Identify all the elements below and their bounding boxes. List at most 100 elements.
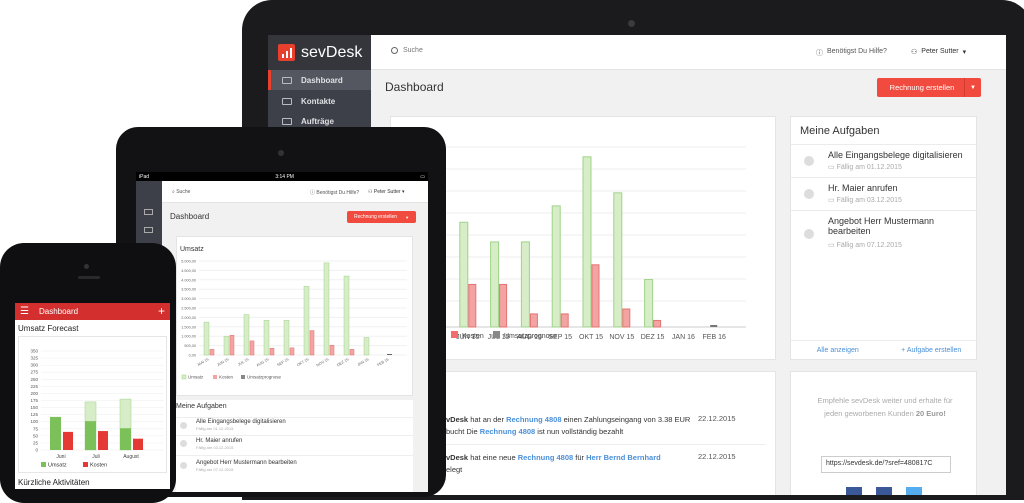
legend-label-costs: Kosten [90,463,107,469]
logo-icon [278,44,295,61]
app-logo[interactable]: sevDesk [268,35,371,70]
cost-bar [529,313,538,328]
y-tick-label: 1.000,00 [181,335,196,339]
revenue-bar [582,156,592,328]
task-checkbox[interactable] [180,440,187,447]
tablet-screen: iPad 3:14 PM ▭ ⌕ Suche ⓘ Benötigst Du Hi… [136,172,428,492]
task-due: Fällig am 01.12.2015 [196,426,234,431]
invoice-link[interactable]: Rechnung 4808 [506,415,562,424]
chevron-down-icon: ▼ [405,214,410,220]
tasks-title: Meine Aufgaben [176,403,227,410]
forecast-bar [387,354,392,355]
cost-bar [209,349,215,356]
tasks-title: Meine Aufgaben [800,125,880,137]
x-tick-label: FEB 16 [377,357,390,367]
plus-icon[interactable]: + [157,304,165,318]
user-name: Peter Sutter [921,48,959,55]
sidebar-item-dashboard[interactable]: Dashboard [268,70,371,90]
user-menu[interactable]: ⚇ Peter Sutter ▾ [368,189,405,195]
help-link[interactable]: ⓘ Benötigst Du Hilfe? [310,190,360,196]
tasks-card: Meine Aufgaben Alle Eingangsbelege digit… [176,400,413,492]
legend-swatch-costs [213,375,217,379]
y-tick-label: 75 [33,426,39,431]
x-tick-label: JAN 16 [357,357,370,367]
cost-bar [349,349,355,356]
show-all-link[interactable]: Alle anzeigen [816,347,859,354]
status-bar: iPad 3:14 PM ▭ [136,172,428,181]
page-title: Dashboard [170,212,210,221]
legend-swatch-forecast [241,375,245,379]
sidebar-item-kontakte[interactable]: Kontakte [268,91,371,111]
contact-link[interactable]: Herr Bernd Bernhard [586,453,661,462]
top-bar: ⌕ Suche ⓘ Benötigst Du Hilfe? ⚇ Peter Su… [162,181,428,203]
legend-label-forecast: Umsatzprognose [247,375,282,380]
forecast-bar [710,325,718,327]
cost-bar [269,347,275,356]
y-tick-label: 500,00 [184,344,196,348]
legend-label-revenue: Umsatz [48,463,67,469]
y-tick-label: 300 [30,363,38,368]
task-checkbox[interactable] [804,229,814,239]
menu-icon[interactable]: ☰ [20,306,29,317]
y-tick-label: 0 [35,448,38,453]
revenue-bar [85,421,96,450]
search-box[interactable]: Suche [391,47,423,54]
revenue-chart: 5.000,00 4.500,00 4.000,00 3.500,00 3.000,00… [181,260,407,380]
task-checkbox[interactable] [804,189,814,199]
chevron-down-icon[interactable]: ▼ [964,78,981,97]
user-menu[interactable]: ⚇ Peter Sutter ▾ [911,48,966,56]
create-invoice-label: Rechnung erstellen [889,83,955,92]
task-title[interactable]: Hr. Maier anrufen [196,438,243,444]
x-tick-label: SEP 15 [548,334,572,341]
task-checkbox[interactable] [180,422,187,429]
referral-link-field[interactable]: https://sevdesk.de/?sref=480817C [821,456,951,473]
task-item[interactable]: Hr. Maier anrufen ▭ Fällig am 03.12.2015 [791,177,978,210]
y-tick-label: 2.000,00 [181,316,196,320]
y-tick-label: 100 [30,419,38,424]
referral-text: Empfehle sevDesk weiter und erhalte für … [817,396,953,418]
y-tick-label: 3.500,00 [181,288,196,292]
cost-bar [468,283,477,328]
revenue-bar [243,314,250,356]
activities-card: vDesk hat an der Rechnung 4808 einen Zah… [390,371,776,495]
task-checkbox[interactable] [180,462,187,469]
x-tick-label: SEP 15 [276,357,289,367]
y-tick-label: 350 [30,349,38,354]
cost-bar [560,313,569,328]
task-item[interactable]: Angebot Herr Mustermann bearbeiten ▭ Fäl… [791,210,978,255]
cost-bar [591,264,600,328]
y-tick-label: 2.500,00 [181,307,196,311]
sidebar-item-auftraege[interactable]: Aufträge [268,111,371,131]
help-link[interactable]: ⓘ Benötigst Du Hilfe? [816,48,887,58]
activity-date: 22.12.2015 [698,452,736,461]
invoice-link[interactable]: Rechnung 4808 [517,453,574,462]
task-title[interactable]: Alle Eingangsbelege digitalisieren [196,419,286,425]
activity-item: vDesk hat an der Rechnung 4808 einen Zah… [446,415,691,436]
add-task-link[interactable]: + Aufgabe erstellen [901,347,962,354]
search-input[interactable]: Suche [403,47,423,54]
y-tick-label: 25 [33,440,39,445]
y-tick-label: 50 [33,433,39,438]
search-box[interactable]: ⌕ Suche [172,189,191,195]
x-tick-label: OKT 15 [296,357,309,367]
legend-label-costs: Kosten [219,375,234,380]
revenue-bar [520,241,530,328]
x-tick-label: OKT 15 [579,334,603,341]
tablet-camera [278,150,284,156]
y-tick-label: 125 [30,412,38,417]
app-bar: ☰ Dashboard + [15,303,170,320]
y-tick-label: 275 [30,370,38,375]
task-item[interactable]: Alle Eingangsbelege digitalisieren ▭ Fäl… [791,144,978,177]
revenue-bar [343,275,350,356]
phone-camera [84,264,89,269]
y-tick-label: 0,00 [189,354,196,358]
folder-icon [282,117,292,125]
task-due: ▭ Fällig am 01.12.2015 [828,164,902,171]
create-invoice-button[interactable]: Rechnung erstellen ▼ [347,211,416,223]
invoice-link[interactable]: Rechnung 4808 [479,427,536,436]
create-invoice-button[interactable]: Rechnung erstellen ▼ [877,78,981,97]
x-tick-label: Juli [92,454,100,460]
task-checkbox[interactable] [804,156,814,166]
task-title[interactable]: Angebot Herr Mustermann bearbeiten [196,460,297,466]
